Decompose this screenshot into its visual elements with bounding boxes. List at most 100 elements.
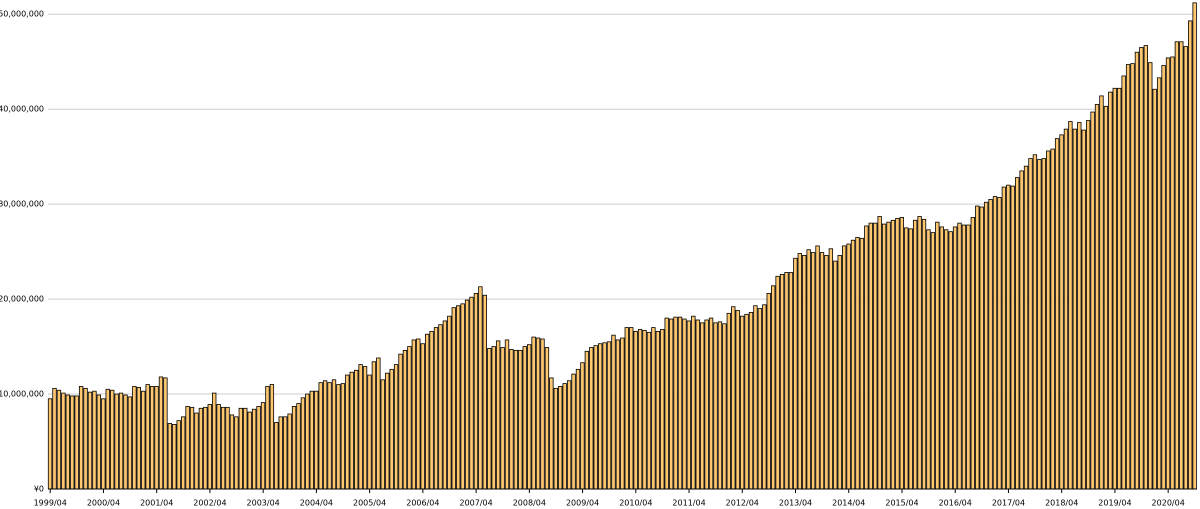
y-tick-label: 50,000,000 bbox=[0, 10, 44, 19]
bar bbox=[589, 347, 594, 490]
bar bbox=[101, 398, 106, 490]
bar bbox=[819, 252, 825, 490]
bar bbox=[957, 222, 962, 490]
bar bbox=[637, 329, 643, 490]
bar bbox=[735, 310, 740, 490]
bar bbox=[1050, 148, 1055, 490]
bar bbox=[1063, 128, 1069, 490]
bar bbox=[1010, 185, 1015, 490]
bar bbox=[220, 406, 226, 490]
bar bbox=[464, 299, 470, 490]
bar bbox=[136, 387, 141, 490]
bar bbox=[380, 379, 385, 490]
bar bbox=[868, 222, 873, 490]
bar bbox=[1192, 2, 1197, 490]
x-tick-label: 2010/04 bbox=[619, 499, 652, 508]
bar bbox=[1028, 158, 1033, 490]
bar bbox=[118, 392, 124, 490]
bar bbox=[979, 206, 984, 490]
bar bbox=[549, 377, 554, 490]
bar bbox=[1148, 62, 1153, 490]
bar bbox=[500, 347, 505, 490]
y-tick-label: 30,000,000 bbox=[0, 200, 44, 209]
bar bbox=[123, 394, 128, 490]
bar bbox=[704, 319, 709, 490]
bar bbox=[269, 384, 275, 490]
bar bbox=[198, 407, 204, 490]
bar bbox=[309, 390, 314, 490]
bar bbox=[646, 331, 652, 490]
bar bbox=[624, 327, 629, 490]
bar bbox=[314, 390, 319, 490]
x-tick-label: 2002/04 bbox=[193, 499, 226, 508]
bar bbox=[92, 390, 97, 490]
bar bbox=[154, 386, 159, 490]
bar bbox=[544, 347, 550, 490]
bar bbox=[260, 402, 266, 490]
bar bbox=[172, 424, 177, 490]
bar bbox=[291, 405, 297, 490]
bar bbox=[158, 376, 164, 490]
bar bbox=[238, 407, 243, 490]
bar bbox=[886, 221, 891, 490]
bar bbox=[593, 345, 598, 490]
bar bbox=[642, 330, 647, 490]
x-tick-label: 2007/04 bbox=[459, 499, 492, 508]
bar bbox=[371, 361, 377, 490]
bar bbox=[1139, 47, 1144, 490]
bar bbox=[970, 217, 975, 490]
bar bbox=[655, 330, 661, 490]
bar bbox=[305, 393, 310, 490]
bar bbox=[562, 383, 567, 490]
bar bbox=[997, 197, 1002, 490]
bar bbox=[256, 405, 261, 490]
bar bbox=[105, 388, 110, 490]
bar bbox=[602, 342, 607, 490]
bar bbox=[540, 338, 545, 490]
bar bbox=[451, 307, 456, 490]
bar bbox=[673, 316, 678, 490]
bar bbox=[788, 272, 794, 490]
x-tick-label: 2012/04 bbox=[726, 499, 759, 508]
x-tick-label: 2015/04 bbox=[885, 499, 918, 508]
bar bbox=[1152, 88, 1157, 490]
x-tick-label: 2005/04 bbox=[353, 499, 386, 508]
bar bbox=[358, 364, 363, 490]
x-tick-label: 2000/04 bbox=[87, 499, 120, 508]
bar bbox=[478, 286, 483, 490]
bar bbox=[837, 255, 842, 490]
bar bbox=[677, 316, 683, 490]
bar bbox=[163, 377, 168, 490]
x-tick-label: 2018/04 bbox=[1045, 499, 1078, 508]
bar bbox=[487, 348, 492, 490]
bar bbox=[495, 340, 501, 490]
bar bbox=[1156, 77, 1162, 490]
bar bbox=[921, 218, 927, 490]
x-tick-label: 1999/04 bbox=[34, 499, 67, 508]
bar bbox=[149, 386, 155, 490]
bar bbox=[1019, 170, 1024, 490]
bar bbox=[1077, 122, 1082, 490]
bar bbox=[70, 395, 75, 490]
bar bbox=[1174, 41, 1180, 490]
bar bbox=[873, 222, 878, 490]
bar bbox=[846, 243, 851, 490]
bar bbox=[167, 423, 173, 490]
bar bbox=[212, 392, 217, 490]
bar bbox=[1188, 20, 1193, 490]
bar bbox=[407, 346, 412, 490]
y-tick-label: ¥0 bbox=[34, 485, 44, 494]
bar bbox=[553, 387, 558, 490]
bar bbox=[385, 372, 390, 490]
bar bbox=[660, 329, 665, 490]
bar bbox=[522, 346, 527, 490]
x-tick-label: 2014/04 bbox=[832, 499, 865, 508]
bar bbox=[1037, 159, 1042, 490]
bar bbox=[771, 285, 776, 490]
bar bbox=[331, 379, 337, 490]
bar bbox=[1130, 63, 1135, 490]
bar bbox=[207, 404, 212, 490]
bar bbox=[859, 237, 865, 490]
bar bbox=[393, 364, 399, 490]
